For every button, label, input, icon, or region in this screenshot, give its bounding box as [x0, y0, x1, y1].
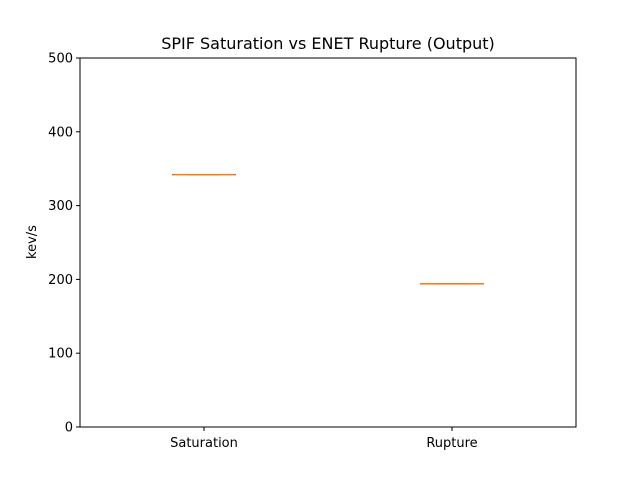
- x-axis-ticks: Saturation Rupture: [170, 427, 478, 451]
- x-tick-label: Rupture: [426, 436, 477, 451]
- axes-frame: [79, 57, 577, 428]
- y-tick-label: 200: [48, 273, 73, 288]
- y-axis-label: kev/s: [25, 225, 40, 259]
- x-tick-label: Saturation: [170, 436, 238, 451]
- y-axis-ticks: 0 100 200 300 400 500: [48, 52, 80, 436]
- y-tick-label: 300: [48, 199, 73, 214]
- y-tick-label: 100: [48, 347, 73, 362]
- plot-area: [172, 173, 484, 285]
- chart-title: SPIF Saturation vs ENET Rupture (Output): [161, 34, 495, 53]
- y-tick-label: 500: [48, 52, 73, 67]
- y-tick-label: 400: [48, 125, 73, 140]
- y-tick-label: 0: [65, 421, 73, 436]
